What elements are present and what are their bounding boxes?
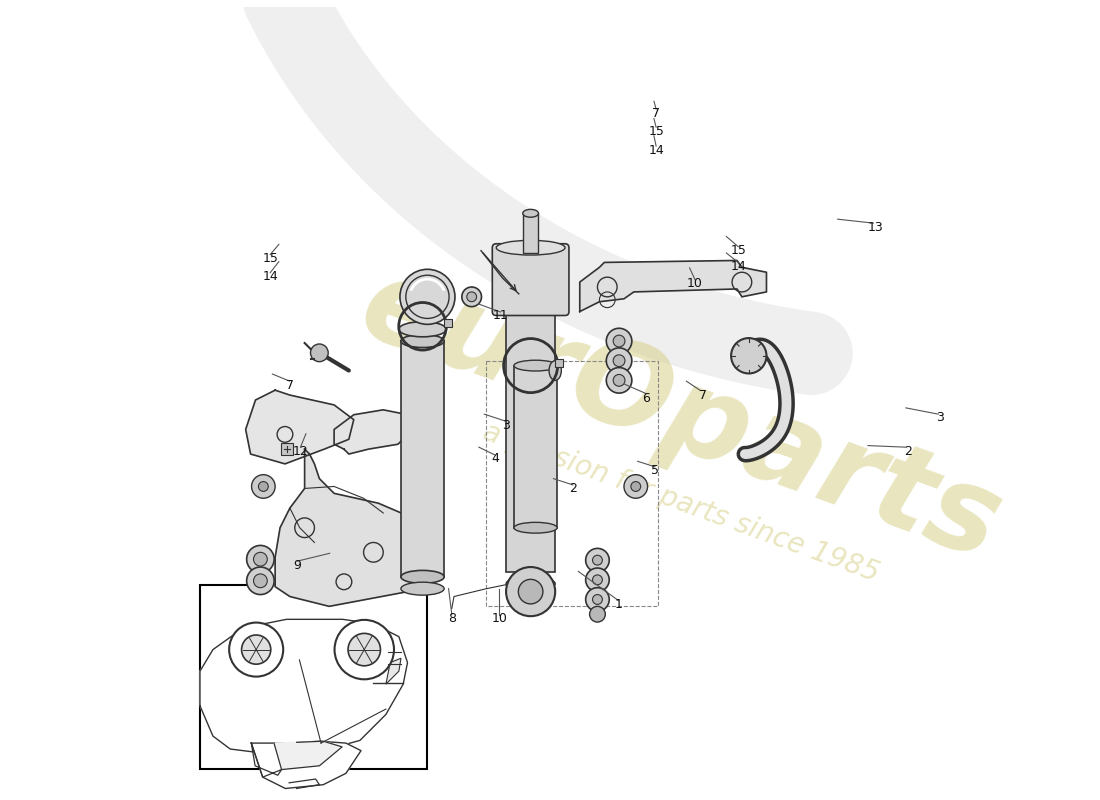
Circle shape [253, 574, 267, 588]
Circle shape [585, 548, 609, 572]
Circle shape [606, 328, 631, 354]
Circle shape [613, 335, 625, 347]
Circle shape [585, 588, 609, 611]
Circle shape [593, 594, 603, 604]
Bar [514, 366, 558, 528]
Ellipse shape [522, 210, 539, 218]
Polygon shape [251, 742, 361, 789]
Bar [506, 311, 556, 572]
Circle shape [631, 482, 640, 491]
Text: 8: 8 [448, 612, 455, 625]
Bar [522, 214, 539, 253]
Bar [280, 443, 293, 455]
Text: 14: 14 [263, 270, 278, 283]
Polygon shape [200, 619, 407, 754]
Text: 2: 2 [904, 445, 912, 458]
Circle shape [624, 474, 648, 498]
Circle shape [334, 620, 394, 679]
Text: 11: 11 [493, 310, 508, 322]
Bar [444, 319, 452, 327]
Text: eurOparts: eurOparts [345, 247, 1016, 585]
Text: 10: 10 [688, 277, 703, 290]
Polygon shape [274, 742, 342, 770]
Circle shape [506, 567, 556, 616]
Circle shape [400, 270, 455, 324]
Circle shape [462, 287, 482, 306]
Text: 13: 13 [868, 221, 883, 234]
Ellipse shape [514, 360, 558, 371]
Text: 3: 3 [936, 410, 944, 424]
Bar [400, 341, 444, 577]
Circle shape [258, 482, 268, 491]
Text: 14: 14 [730, 260, 746, 273]
Text: 15: 15 [262, 252, 278, 265]
Bar [486, 361, 659, 606]
Ellipse shape [400, 582, 444, 595]
Text: 7: 7 [286, 379, 294, 392]
Ellipse shape [400, 570, 444, 583]
Circle shape [252, 474, 275, 498]
Ellipse shape [400, 334, 444, 347]
Text: 14: 14 [648, 143, 664, 157]
Circle shape [606, 367, 631, 393]
Circle shape [585, 568, 609, 592]
Circle shape [606, 348, 631, 374]
Polygon shape [275, 449, 428, 606]
Text: 9: 9 [294, 558, 301, 571]
Text: a passion for parts since 1985: a passion for parts since 1985 [478, 418, 883, 587]
Ellipse shape [496, 240, 565, 255]
Circle shape [229, 622, 283, 677]
Bar [556, 358, 563, 366]
Text: 15: 15 [648, 125, 664, 138]
Text: 4: 4 [491, 453, 499, 466]
Bar [200, 585, 427, 770]
Polygon shape [386, 658, 402, 684]
Circle shape [593, 555, 603, 565]
Text: 15: 15 [730, 244, 746, 257]
Circle shape [253, 552, 267, 566]
Circle shape [246, 546, 274, 573]
Circle shape [590, 606, 605, 622]
Circle shape [732, 338, 767, 374]
Circle shape [466, 292, 476, 302]
Circle shape [348, 634, 381, 666]
Polygon shape [580, 261, 767, 311]
Ellipse shape [549, 361, 561, 380]
Circle shape [613, 374, 625, 386]
Text: 7: 7 [652, 106, 660, 119]
Text: 1: 1 [614, 598, 623, 611]
Text: 7: 7 [698, 389, 706, 402]
Ellipse shape [399, 322, 447, 337]
Ellipse shape [506, 576, 556, 591]
Circle shape [246, 567, 274, 594]
Polygon shape [334, 410, 412, 454]
Text: 5: 5 [651, 464, 659, 478]
Text: 12: 12 [293, 445, 308, 458]
Ellipse shape [514, 522, 558, 533]
Text: 2: 2 [569, 482, 576, 495]
Text: 6: 6 [642, 392, 650, 405]
Text: 10: 10 [492, 612, 507, 625]
FancyBboxPatch shape [493, 244, 569, 315]
Circle shape [613, 354, 625, 366]
Circle shape [593, 575, 603, 585]
Circle shape [242, 635, 271, 664]
Text: 3: 3 [502, 418, 509, 432]
Circle shape [310, 344, 328, 362]
Polygon shape [245, 390, 354, 464]
Circle shape [518, 579, 543, 604]
